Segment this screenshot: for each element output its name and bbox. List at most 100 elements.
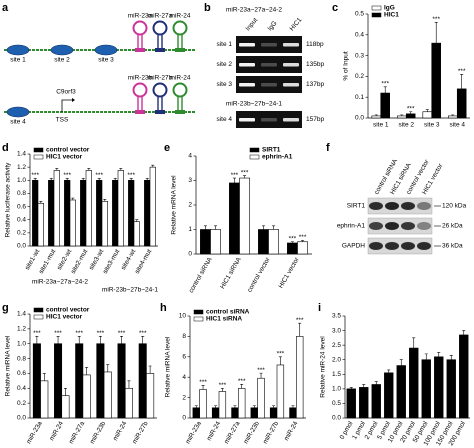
bar: [75, 343, 84, 419]
legend-label: HIC1 vector: [46, 314, 83, 321]
y-tick-label: 0.8: [17, 355, 26, 362]
significance: ***: [31, 172, 39, 179]
y-tick-label: 0.5: [355, 11, 364, 18]
gel-band: [283, 63, 299, 67]
bar: [48, 179, 55, 247]
exon: [6, 106, 30, 118]
y-tick-label: 2.0: [332, 356, 341, 363]
x-tick-label: site 1: [373, 122, 389, 129]
significance: ***: [95, 172, 103, 179]
y-tick-label: 1.2: [17, 326, 26, 333]
y-tick-label: 1.4: [17, 311, 26, 318]
y-tick-label: 0.2: [17, 230, 26, 237]
blot-band: [385, 202, 399, 210]
bar: [103, 371, 112, 419]
significance: ***: [231, 172, 239, 179]
error-bar: [77, 335, 81, 344]
bar: [192, 407, 200, 419]
exon: [50, 44, 74, 56]
mirna-label: miR-27a: [148, 13, 173, 20]
blot-band: [401, 222, 415, 230]
error-bar: [33, 178, 37, 181]
bar: [82, 374, 91, 419]
gel-title: miR-23b~27b~24-1: [226, 101, 282, 108]
legend-swatch: [249, 147, 260, 153]
site-label: site 1: [10, 57, 26, 64]
error-bar: [409, 111, 413, 114]
y-tick-label: 0.8: [17, 190, 26, 197]
site-label: site 2: [54, 57, 70, 64]
tss-arrow: [61, 99, 72, 112]
y-tick-label: 0.1: [355, 94, 364, 101]
hairpin-stem: [137, 34, 143, 50]
exon: [94, 44, 118, 56]
panel-letter: f: [326, 142, 330, 154]
panel-letter: g: [2, 302, 9, 314]
significance: ***: [33, 330, 41, 337]
bar: [459, 334, 469, 419]
bar: [85, 170, 92, 247]
y-tick-label: 8: [182, 333, 186, 340]
error-bar: [145, 178, 149, 181]
y-axis-title: Relative luciferase activity: [5, 162, 12, 238]
bar: [61, 395, 70, 419]
error-bar: [301, 240, 305, 242]
y-tick-label: 0.3: [355, 52, 364, 59]
error-bar: [412, 337, 416, 349]
error-bar: [220, 388, 224, 392]
bar: [54, 343, 63, 419]
bar: [405, 113, 416, 119]
hairpin-loop: [132, 20, 148, 36]
bar: [96, 179, 103, 247]
y-tick-label: 1.0: [17, 177, 26, 184]
bar: [250, 407, 258, 419]
bar: [257, 377, 265, 419]
legend-swatch: [193, 316, 204, 322]
mirna-label: miR-23a: [128, 13, 153, 20]
significance: ***: [296, 317, 304, 324]
y-tick-label: 0.5: [332, 400, 341, 407]
bar: [276, 364, 285, 419]
error-bar: [252, 405, 256, 408]
error-bar: [214, 225, 218, 230]
hairpin-loop: [172, 20, 188, 36]
gel-title: miR-23a~27a~24-2: [226, 7, 282, 14]
site-label: site 1: [216, 41, 232, 48]
bar: [229, 182, 240, 255]
error-bar: [291, 405, 295, 408]
y-axis-title: Relative miR-24 level: [320, 336, 327, 398]
error-bar: [272, 405, 276, 408]
size-label: 120 kDa: [442, 203, 467, 210]
bar: [149, 166, 156, 247]
bar: [146, 373, 155, 419]
bar: [431, 42, 441, 119]
hairpin-loop: [152, 82, 168, 98]
legend-swatch: [371, 12, 382, 18]
error-bar: [259, 372, 263, 379]
site-label: site 3: [98, 57, 114, 64]
y-tick-label: 10: [179, 313, 187, 320]
gel-lane-box: [236, 56, 302, 73]
y-tick-label: 2: [182, 394, 186, 401]
blot-strip: [367, 237, 433, 255]
gel-band: [239, 43, 255, 47]
mirna-box: [175, 110, 185, 114]
bar: [128, 179, 135, 247]
y-tick-label: 2.5: [332, 342, 341, 349]
mirna-box: [135, 48, 145, 52]
hairpin-loop: [152, 20, 168, 36]
bar: [446, 359, 456, 419]
protein-label: GAPDH: [342, 243, 365, 250]
significance: ***: [277, 351, 285, 358]
legend-label: SIRT1: [262, 147, 281, 154]
size-label: 118bp: [306, 41, 324, 48]
significance: ***: [289, 235, 297, 242]
bar: [124, 387, 133, 419]
gel-band: [239, 83, 255, 87]
bar: [371, 115, 382, 119]
error-bar: [449, 355, 453, 360]
error-bar: [424, 353, 428, 360]
error-bar: [232, 177, 236, 183]
blot-band: [369, 222, 383, 230]
y-tick-label: 1.2: [17, 164, 26, 171]
